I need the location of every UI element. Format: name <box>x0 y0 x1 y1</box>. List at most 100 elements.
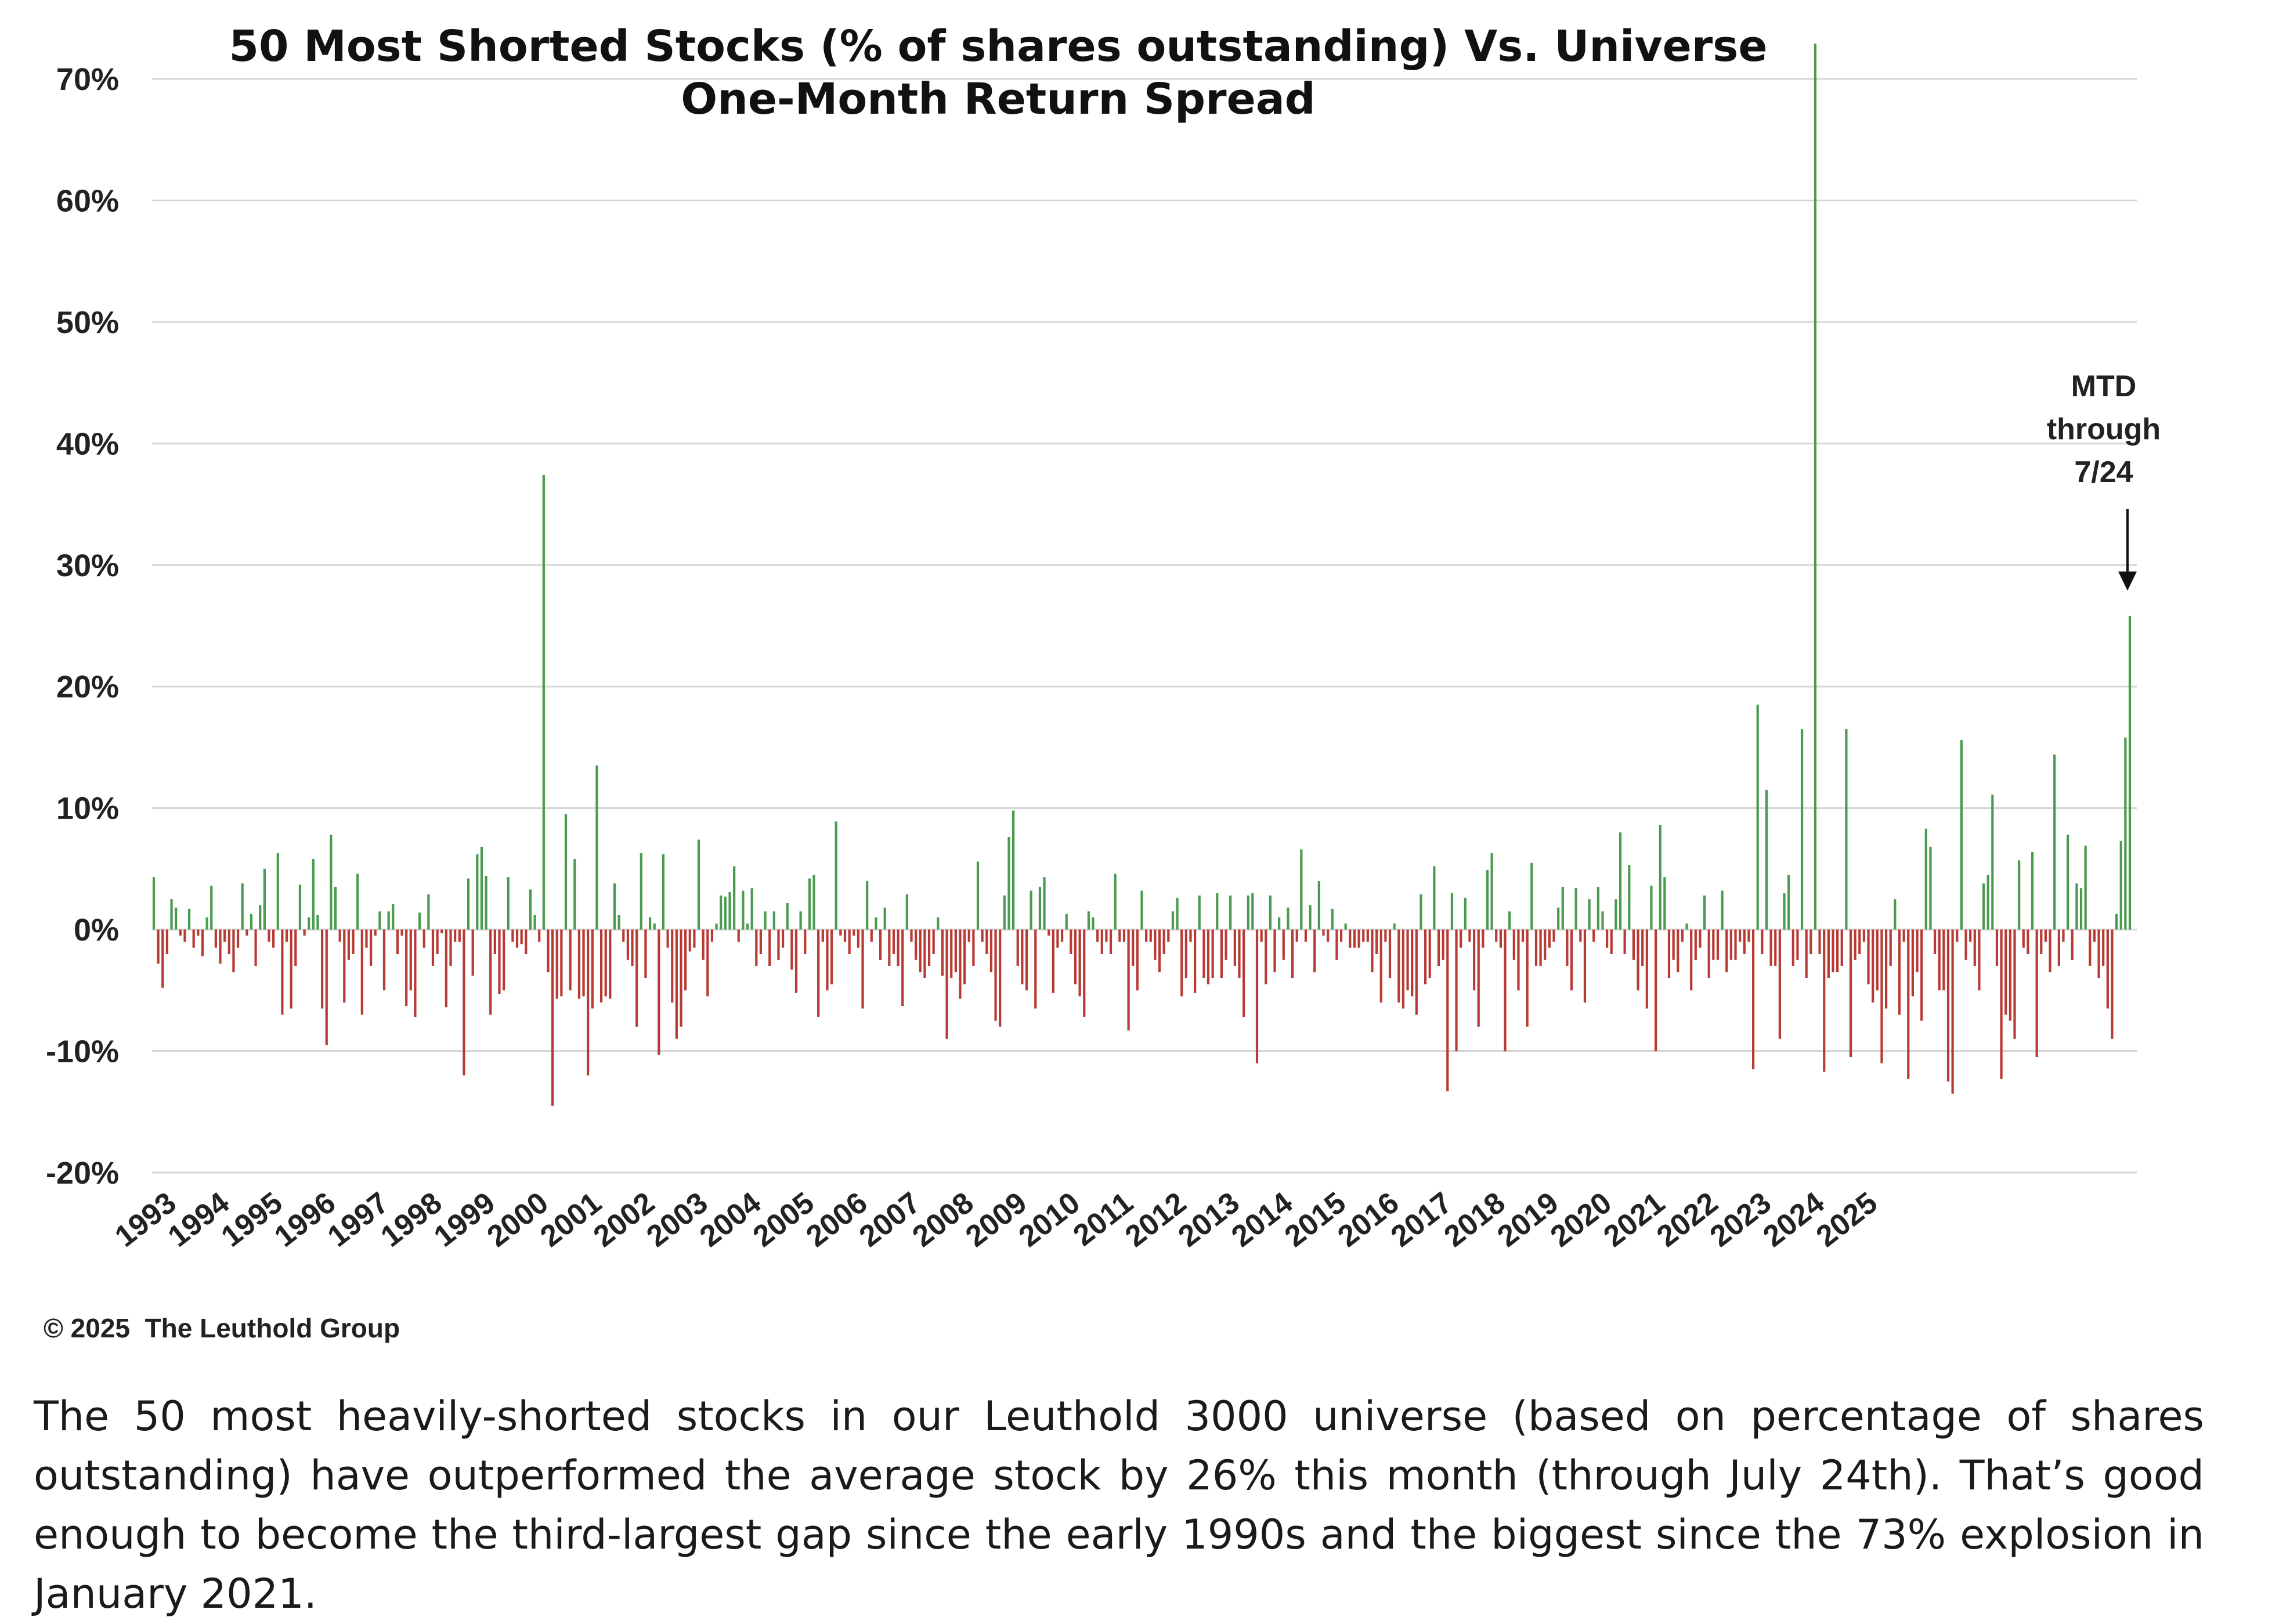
bar <box>1832 929 1834 972</box>
bar <box>1100 929 1103 954</box>
bar <box>671 929 674 1003</box>
bar <box>1637 929 1639 990</box>
bar <box>263 869 266 930</box>
bar <box>529 889 532 930</box>
bar <box>768 929 771 966</box>
bar <box>733 866 736 930</box>
bar <box>1393 923 1396 930</box>
bar <box>343 929 346 1003</box>
bar <box>1823 929 1826 1072</box>
bar <box>941 929 944 976</box>
bar <box>1544 929 1547 960</box>
bar <box>1956 929 1959 942</box>
bar <box>1167 929 1170 942</box>
bar <box>1096 929 1099 942</box>
bar <box>2111 929 2114 1039</box>
y-tick-label: -20% <box>46 1156 119 1191</box>
bar <box>431 929 435 966</box>
x-axis-tick-labels: 1993199419951996199719981999200020012002… <box>109 1186 1884 1254</box>
bar <box>1588 899 1591 930</box>
bar <box>1070 929 1072 954</box>
bar <box>640 853 642 930</box>
mtd-annotation: MTD through 7/24 <box>2047 370 2161 591</box>
bar <box>1579 929 1582 942</box>
bar <box>1260 929 1263 942</box>
bar <box>1783 893 1786 930</box>
bar <box>175 907 178 930</box>
bar <box>794 929 798 993</box>
bar <box>485 876 487 930</box>
bar <box>1048 929 1050 936</box>
bar <box>892 929 895 954</box>
bar <box>325 929 328 1046</box>
bar <box>197 929 200 936</box>
bar <box>1521 929 1525 942</box>
y-tick-label: 0% <box>74 913 119 947</box>
bar <box>1623 929 1626 954</box>
bar <box>1876 929 1879 990</box>
bar <box>1216 893 1219 930</box>
bar <box>1920 929 1923 1021</box>
bar <box>1025 929 1028 990</box>
bar <box>1295 929 1298 942</box>
bar <box>276 853 279 930</box>
bar <box>1840 929 1843 966</box>
bar <box>1472 929 1476 990</box>
bar <box>1162 929 1165 954</box>
bar <box>635 929 638 1027</box>
bar <box>662 854 665 930</box>
bar <box>1827 929 1830 978</box>
bar <box>2027 929 2029 954</box>
bar <box>1978 929 1981 990</box>
bar <box>1291 929 1294 978</box>
bar <box>1924 829 1927 930</box>
bar <box>1007 837 1010 930</box>
bar <box>2115 913 2118 930</box>
bar <box>1083 929 1086 1017</box>
bar <box>1787 874 1790 930</box>
bar <box>2004 929 2007 1015</box>
bar <box>1189 929 1192 942</box>
bar <box>298 884 302 930</box>
bar <box>219 929 222 964</box>
bar <box>648 917 652 930</box>
bar <box>2049 929 2051 972</box>
bar <box>1734 929 1737 960</box>
bar <box>1601 911 1604 930</box>
bar <box>989 929 993 972</box>
bar <box>1034 929 1037 1009</box>
bar <box>764 911 767 930</box>
bar <box>839 929 842 936</box>
bar <box>888 929 891 966</box>
bar <box>1504 929 1507 1051</box>
bar <box>1317 881 1320 930</box>
bar <box>330 834 333 930</box>
bar <box>1964 929 1967 960</box>
bar <box>1791 929 1794 966</box>
bar <box>587 929 590 1076</box>
bar <box>2071 929 2074 960</box>
bar <box>1690 929 1693 990</box>
bar <box>857 929 859 948</box>
bar <box>1379 929 1382 1003</box>
bar <box>1761 929 1764 954</box>
bar <box>187 909 191 930</box>
bar <box>666 929 669 948</box>
bar <box>830 929 833 985</box>
bar <box>644 929 647 978</box>
bar <box>179 929 182 936</box>
bar <box>294 929 297 966</box>
bar <box>1419 894 1422 930</box>
bar <box>1583 929 1587 1003</box>
bar <box>1938 929 1941 990</box>
bar <box>1322 929 1325 936</box>
bar <box>2022 929 2025 948</box>
y-tick-label: 30% <box>56 548 119 583</box>
bar <box>1012 810 1015 930</box>
bar <box>1907 929 1910 1079</box>
bar <box>653 923 656 930</box>
bar <box>1339 929 1343 942</box>
bar <box>1606 929 1609 948</box>
bars <box>152 44 2132 1106</box>
bar <box>409 929 412 990</box>
